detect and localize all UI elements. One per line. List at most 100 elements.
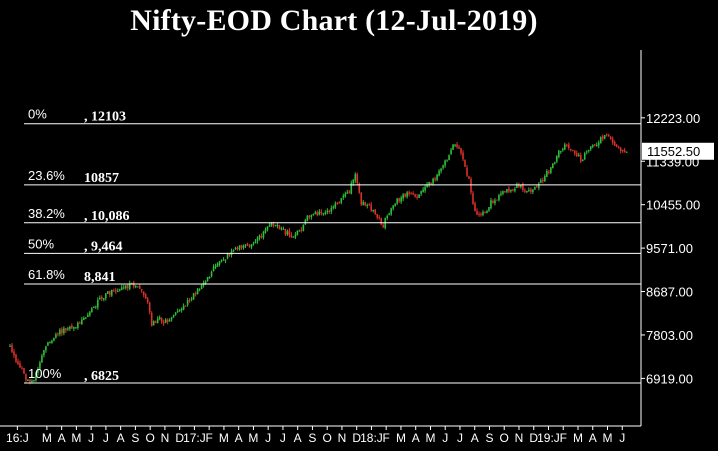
- y-tick-label: 10455.00: [646, 198, 700, 213]
- candle-body: [15, 354, 17, 362]
- candle-body: [228, 253, 231, 256]
- candle-body: [124, 285, 127, 289]
- candle-body: [376, 214, 379, 218]
- candle-body: [362, 202, 365, 205]
- x-tick-label: N: [338, 431, 347, 445]
- candle-body: [504, 190, 506, 192]
- candle-body: [288, 230, 291, 236]
- candle-body: [99, 297, 101, 299]
- candle-body: [400, 197, 402, 202]
- candle-body: [446, 159, 448, 161]
- candle-body: [352, 179, 355, 184]
- candle-body: [601, 136, 604, 139]
- candle-body: [77, 322, 79, 328]
- candle-body: [386, 216, 388, 218]
- candle-body: [514, 188, 516, 191]
- x-tick-label: N: [515, 431, 524, 445]
- candle-body: [344, 193, 347, 197]
- candle-body: [9, 345, 11, 347]
- candle-body: [414, 194, 416, 197]
- candle-body: [53, 337, 55, 341]
- candle-body: [324, 212, 327, 215]
- candle-body: [528, 189, 530, 191]
- candle-body: [248, 245, 251, 247]
- candle-body: [150, 312, 153, 327]
- candle-body: [444, 160, 446, 166]
- x-tick-label: J: [442, 431, 448, 445]
- candle-body: [625, 151, 628, 153]
- candle-body: [518, 184, 520, 188]
- candle-body: [212, 266, 215, 272]
- candle-body: [206, 277, 209, 282]
- candle-body: [534, 187, 536, 190]
- x-tick-label: 17:J: [183, 431, 206, 445]
- candle-body: [552, 163, 554, 169]
- candle-body: [79, 322, 81, 324]
- candle-body: [204, 281, 207, 284]
- candle-body: [424, 187, 426, 191]
- y-tick-label: 8687.00: [646, 285, 693, 300]
- candle-body: [388, 213, 390, 216]
- candle-body: [120, 287, 123, 290]
- candle-body: [89, 312, 91, 316]
- candle-body: [280, 228, 283, 230]
- candle-body: [272, 223, 275, 226]
- candle-body: [97, 299, 99, 308]
- candle-body: [585, 151, 588, 153]
- candle-body: [101, 297, 103, 299]
- candle-body: [416, 196, 418, 198]
- x-tick-label: F: [560, 431, 567, 445]
- candle-body: [29, 379, 31, 382]
- candle-body: [354, 174, 357, 181]
- candle-body: [67, 328, 69, 330]
- candle-body: [613, 142, 616, 146]
- candle-body: [398, 198, 400, 202]
- x-tick-label: O: [323, 431, 332, 445]
- candle-body: [372, 209, 375, 211]
- candle-body: [252, 243, 255, 245]
- candle-body: [256, 238, 259, 242]
- candle-body: [589, 146, 592, 150]
- candle-body: [19, 363, 21, 368]
- candle-body: [480, 214, 482, 216]
- candle-body: [428, 181, 430, 186]
- fib-pct-label: 61.8%: [28, 267, 65, 282]
- candle-body: [218, 261, 221, 265]
- x-tick-label: J: [457, 431, 463, 445]
- candle-body: [498, 195, 500, 201]
- candle-body: [569, 148, 572, 150]
- candle-body: [118, 289, 121, 291]
- candle-body: [110, 289, 113, 296]
- candle-body: [148, 302, 151, 313]
- candle-body: [69, 326, 71, 329]
- candle-body: [192, 293, 195, 300]
- candle-body: [238, 245, 241, 250]
- candle-body: [154, 321, 157, 323]
- y-tick-label: 12223.00: [646, 111, 700, 126]
- candle-body: [556, 156, 558, 162]
- x-tick-label: 18:J: [360, 431, 383, 445]
- fib-value-label: , 6825: [84, 369, 119, 384]
- fib-value-label: 8,841: [84, 270, 116, 285]
- x-tick-label: A: [412, 431, 420, 445]
- candle-body: [621, 149, 624, 151]
- candle-body: [264, 229, 267, 233]
- candle-body: [306, 215, 309, 221]
- candle-body: [392, 205, 394, 209]
- candle-body: [550, 167, 552, 173]
- candle-body: [316, 211, 319, 216]
- candle-body: [486, 211, 488, 213]
- candle-body: [436, 174, 438, 180]
- candle-body: [520, 184, 522, 188]
- candle-body: [516, 184, 518, 188]
- candle-body: [308, 216, 311, 218]
- candle-body: [266, 226, 269, 230]
- last-price-label: 11552.50: [647, 144, 700, 159]
- x-tick-label: J: [619, 431, 625, 445]
- candle-body: [452, 144, 454, 150]
- chart-title: Nifty-EOD Chart (12-Jul-2019): [130, 4, 538, 37]
- candle-body: [234, 247, 237, 250]
- candle-body: [510, 189, 512, 192]
- candle-body: [75, 327, 77, 329]
- candle-body: [140, 289, 143, 291]
